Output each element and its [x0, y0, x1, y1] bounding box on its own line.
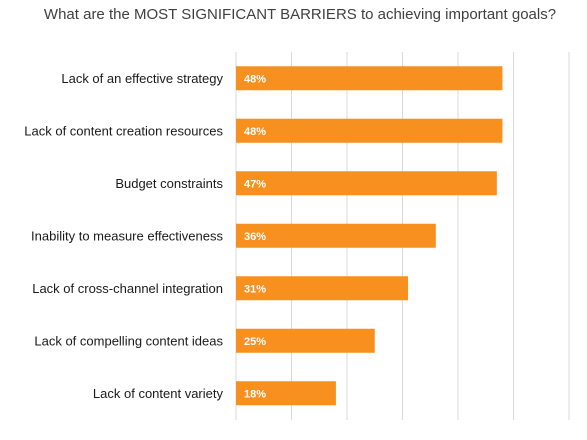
bar — [236, 223, 436, 248]
category-label: Lack of cross-channel integration — [32, 281, 223, 296]
bar — [236, 381, 336, 406]
data-label: 36% — [244, 231, 266, 243]
bar — [236, 276, 409, 301]
bar — [236, 328, 375, 353]
data-label: 31% — [244, 283, 266, 295]
category-label: Lack of an effective strategy — [61, 71, 223, 86]
chart-title: What are the MOST SIGNIFICANT BARRIERS t… — [43, 6, 557, 23]
category-label: Inability to measure effectiveness — [31, 228, 223, 243]
category-label: Lack of compelling content ideas — [34, 333, 223, 348]
data-label: 18% — [244, 388, 266, 400]
category-label: Lack of content creation resources — [24, 123, 223, 138]
bar — [236, 171, 497, 196]
data-label: 25% — [244, 336, 266, 348]
category-label: Budget constraints — [115, 176, 223, 191]
data-label: 48% — [244, 73, 266, 85]
bar — [236, 66, 503, 91]
data-label: 47% — [244, 178, 266, 190]
data-label: 48% — [244, 126, 266, 138]
bar — [236, 118, 503, 143]
category-label: Lack of content variety — [93, 386, 224, 401]
